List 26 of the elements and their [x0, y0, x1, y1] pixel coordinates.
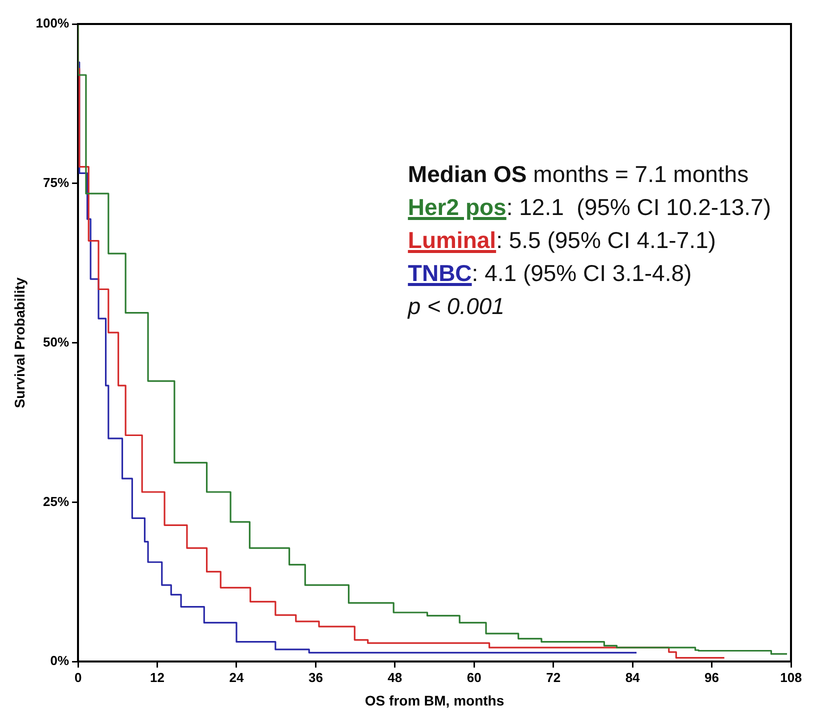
y-tick-label: 25%	[43, 494, 70, 509]
annotation: : 12.1 (95% CI 10.2-13.7)	[506, 194, 771, 220]
annotation: p < 0.001	[408, 292, 506, 321]
y-tick-label: 100%	[36, 16, 70, 31]
x-tick-label: 24	[229, 670, 244, 685]
x-tick-label: 72	[546, 670, 561, 685]
x-axis-title: OS from BM, months	[364, 692, 504, 708]
text: Her2 pos	[408, 194, 506, 220]
x-tick-label: 84	[625, 670, 641, 685]
text: Luminal	[408, 227, 496, 253]
x-tick-label: 12	[150, 670, 164, 685]
x-tick-label: 36	[308, 670, 323, 685]
x-tick-label: 0	[74, 670, 82, 685]
legend-title: Median OS	[408, 161, 527, 187]
annotation: months = 7.1 months	[532, 161, 749, 187]
text: TNBC	[408, 260, 472, 286]
x-tick-label: 60	[466, 670, 482, 685]
x-tick-label: 96	[704, 670, 720, 685]
y-axis-title: Survival Probability	[11, 277, 28, 408]
annotation: : 4.1 (95% CI 3.1-4.8)	[472, 260, 692, 286]
y-tick-label: 50%	[43, 334, 70, 350]
x-tick-label: 48	[388, 670, 402, 685]
y-tick-label: 75%	[43, 174, 70, 190]
y-tick-label: 0%	[50, 653, 70, 668]
annotation: : 5.5 (95% CI 4.1-7.1)	[496, 227, 716, 253]
x-tick-label: 108	[780, 670, 802, 685]
